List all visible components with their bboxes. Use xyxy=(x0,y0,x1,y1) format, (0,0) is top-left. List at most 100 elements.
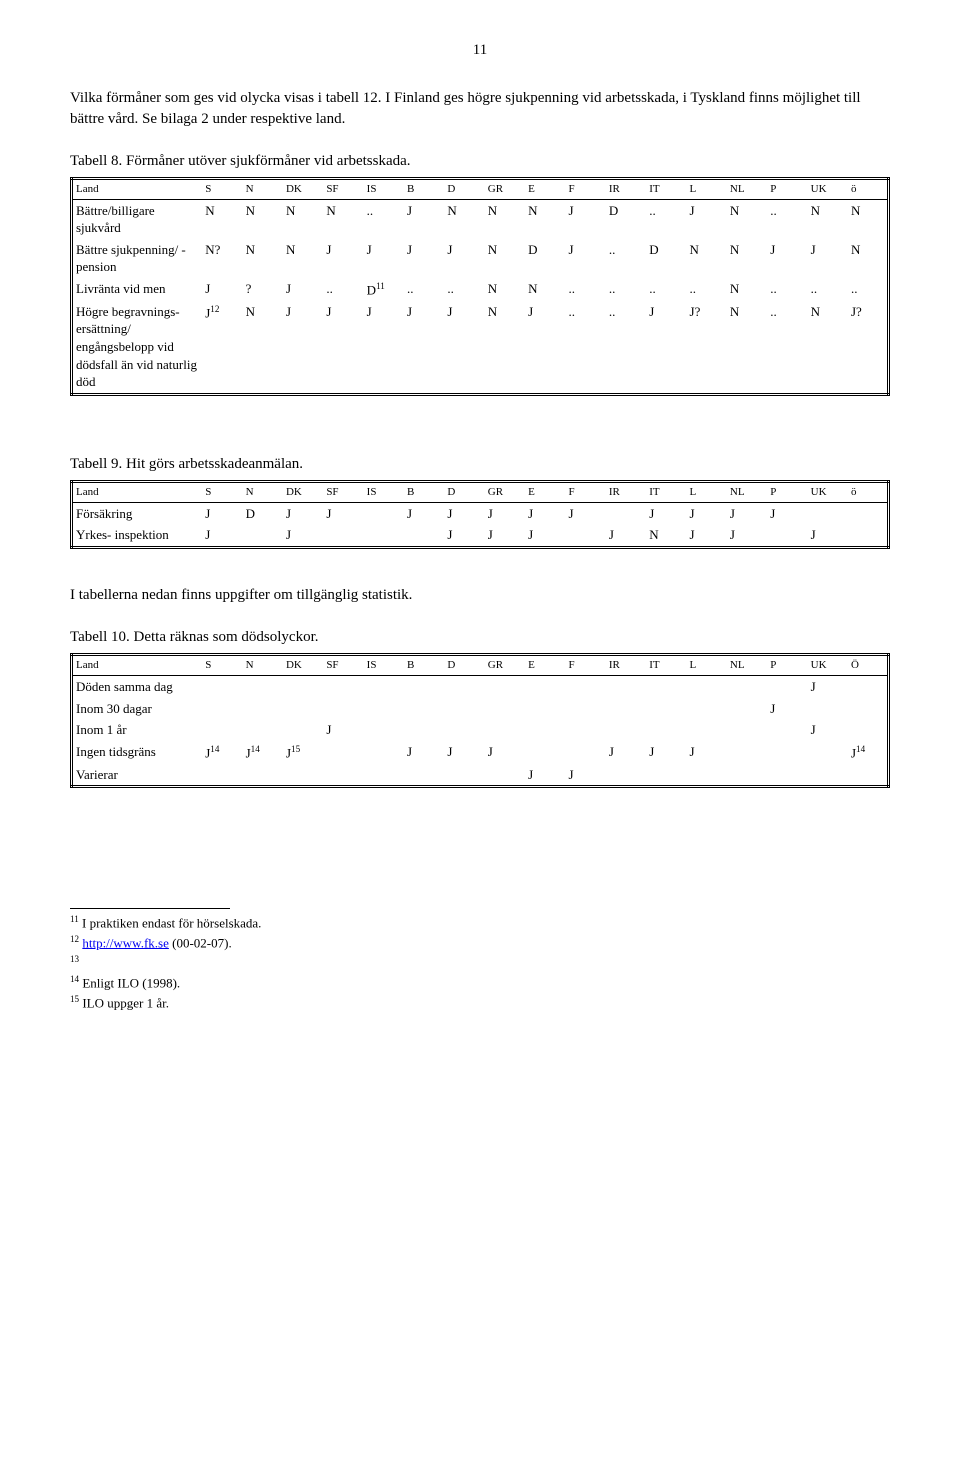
table-row: Ingen tidsgränsJ14J14J15JJJJJJJ14 xyxy=(72,741,889,764)
cell xyxy=(202,764,242,787)
cell: J14 xyxy=(243,741,283,764)
cell: J xyxy=(404,741,444,764)
cell: .. xyxy=(606,278,646,301)
col-header: GR xyxy=(485,655,525,676)
col-header: B xyxy=(404,655,444,676)
col-header: SF xyxy=(323,179,363,200)
table-row: Döden samma dagJ xyxy=(72,676,889,698)
cell: J xyxy=(485,524,525,547)
cell xyxy=(444,698,484,720)
cell: J xyxy=(485,502,525,524)
footnote: 11 I praktiken endast för hörselskada. xyxy=(70,913,890,932)
col-header: E xyxy=(525,481,565,502)
col-header: NL xyxy=(727,655,767,676)
cell: J xyxy=(687,741,727,764)
cell xyxy=(243,719,283,741)
cell: J xyxy=(202,278,242,301)
cell xyxy=(323,676,363,698)
cell: J15 xyxy=(283,741,323,764)
cell xyxy=(808,502,848,524)
cell xyxy=(202,719,242,741)
cell: N xyxy=(525,278,565,301)
cell xyxy=(283,698,323,720)
cell xyxy=(364,698,404,720)
cell xyxy=(283,719,323,741)
cell: J xyxy=(808,524,848,547)
col-header-label: Land xyxy=(72,481,203,502)
col-header: E xyxy=(525,179,565,200)
cell: J xyxy=(364,301,404,394)
cell xyxy=(767,764,807,787)
row-label: Bättre/billigare sjukvård xyxy=(72,199,203,239)
cell xyxy=(525,741,565,764)
table9: LandSNDKSFISBDGREFIRITLNLPUKöFörsäkringJ… xyxy=(70,480,890,549)
cell: .. xyxy=(565,301,605,394)
cell: .. xyxy=(687,278,727,301)
cell: J xyxy=(808,676,848,698)
col-header: SF xyxy=(323,481,363,502)
cell: J xyxy=(606,741,646,764)
cell: N xyxy=(727,239,767,278)
cell: N xyxy=(525,199,565,239)
col-header: UK xyxy=(808,655,848,676)
cell: N xyxy=(485,199,525,239)
cell xyxy=(848,719,889,741)
cell xyxy=(727,698,767,720)
cell: J xyxy=(202,502,242,524)
cell: J xyxy=(687,502,727,524)
table-row: Bättre sjukpenning/ -pensionN?NNJJJJNDJ.… xyxy=(72,239,889,278)
cell xyxy=(404,524,444,547)
cell xyxy=(444,764,484,787)
cell: N xyxy=(444,199,484,239)
cell xyxy=(565,524,605,547)
cell xyxy=(444,676,484,698)
col-header: NL xyxy=(727,179,767,200)
cell: N xyxy=(808,301,848,394)
cell xyxy=(808,741,848,764)
col-header: IT xyxy=(646,179,686,200)
cell: N xyxy=(808,199,848,239)
cell xyxy=(687,676,727,698)
cell: J xyxy=(646,301,686,394)
cell: J xyxy=(364,239,404,278)
col-header: IR xyxy=(606,481,646,502)
cell xyxy=(767,524,807,547)
table9-caption: Tabell 9. Hit görs arbetsskadeanmälan. xyxy=(70,454,890,474)
cell: J xyxy=(444,524,484,547)
cell: .. xyxy=(323,278,363,301)
cell xyxy=(485,676,525,698)
cell: J xyxy=(525,301,565,394)
cell xyxy=(243,764,283,787)
cell: N xyxy=(485,301,525,394)
row-label: Inom 30 dagar xyxy=(72,698,203,720)
cell: J xyxy=(283,502,323,524)
cell xyxy=(606,502,646,524)
table10-caption: Tabell 10. Detta räknas som dödsolyckor. xyxy=(70,627,890,647)
table-row: Livränta vid menJ?J..D11....NN........N.… xyxy=(72,278,889,301)
cell xyxy=(202,698,242,720)
col-header: S xyxy=(202,655,242,676)
table8: LandSNDKSFISBDGREFIRITLNLPUKöBättre/bill… xyxy=(70,177,890,396)
cell: .. xyxy=(808,278,848,301)
col-header: IS xyxy=(364,655,404,676)
cell xyxy=(646,764,686,787)
cell: N xyxy=(323,199,363,239)
cell xyxy=(848,524,889,547)
table-row: Inom 1 årJJ xyxy=(72,719,889,741)
row-label: Varierar xyxy=(72,764,203,787)
col-header: P xyxy=(767,179,807,200)
cell xyxy=(243,676,283,698)
cell: N xyxy=(243,239,283,278)
cell: J xyxy=(323,719,363,741)
cell xyxy=(606,676,646,698)
cell: N xyxy=(848,239,889,278)
cell: J xyxy=(565,239,605,278)
cell xyxy=(767,719,807,741)
footnote: 12 http://www.fk.se (00-02-07). xyxy=(70,933,890,952)
cell: .. xyxy=(767,301,807,394)
col-header: B xyxy=(404,179,444,200)
col-header-label: Land xyxy=(72,655,203,676)
col-header: IT xyxy=(646,481,686,502)
cell xyxy=(485,764,525,787)
table-row: Bättre/billigare sjukvårdNNNN..JNNNJD..J… xyxy=(72,199,889,239)
